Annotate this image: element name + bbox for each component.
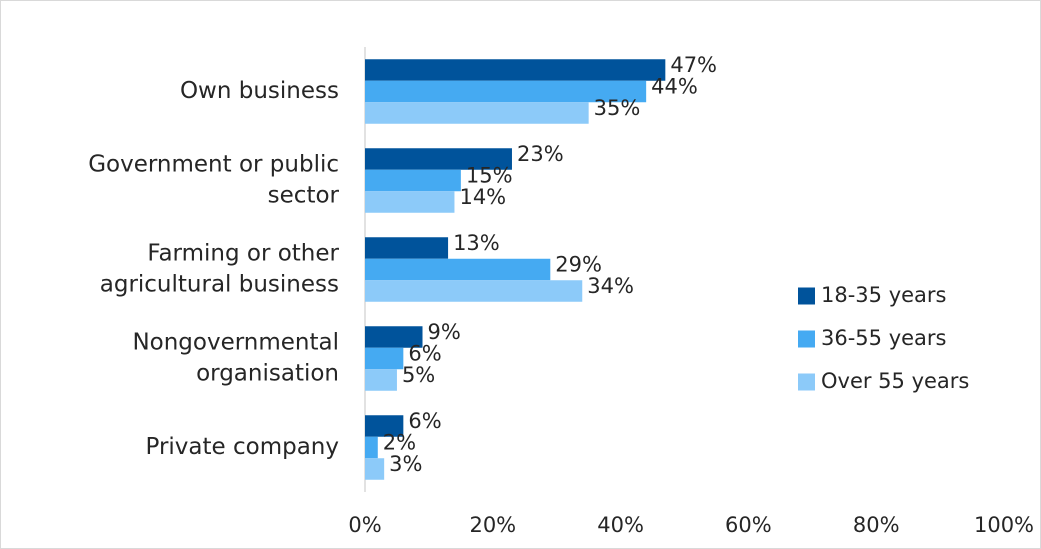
x-tick-labels-group: 0% 20% 40% 60% 80% 100% xyxy=(348,513,1034,537)
category-label-line: organisation xyxy=(196,361,339,387)
category-labels-group: Own business Government or public sector Fa… xyxy=(88,78,339,460)
bar-farming-or-other-agricultural-business-36-55-years xyxy=(365,258,551,281)
bar-nongovernmental-organisation-18-35-years xyxy=(365,326,423,348)
bars-group xyxy=(365,59,666,480)
bar-own-business-over-55-years xyxy=(365,102,589,124)
x-tick-label-100: 100% xyxy=(974,513,1034,537)
legend-label-36-55-years: 36-55 years xyxy=(821,326,947,350)
x-tick-label-20: 20% xyxy=(469,513,516,537)
value-label-own-business-over-55-years: 35% xyxy=(594,96,641,120)
value-label-own-business-36-55-years: 44% xyxy=(651,75,698,99)
bar-own-business-36-55-years xyxy=(365,80,647,103)
bar-nongovernmental-organisation-over-55-years xyxy=(365,369,397,391)
category-label-own-business: Own business xyxy=(180,78,339,104)
value-label-government-or-public-sector-18-35-years: 23% xyxy=(517,142,564,166)
bar-nongovernmental-organisation-36-55-years xyxy=(365,347,404,370)
value-label-own-business-18-35-years: 47% xyxy=(670,53,717,77)
bar-private-company-36-55-years xyxy=(365,436,378,459)
category-label-line: Own business xyxy=(180,78,339,104)
x-tick-label-40: 40% xyxy=(597,513,644,537)
value-label-nongovernmental-organisation-36-55-years: 6% xyxy=(408,342,441,366)
category-label-line: Farming or other xyxy=(147,241,339,267)
category-label-line: Government or public xyxy=(88,152,339,178)
category-label-line: Nongovernmental xyxy=(132,330,339,356)
category-label-government-or-public-sector: Government or public sector xyxy=(88,152,339,209)
legend: 18-35 years 36-55 years Over 55 years xyxy=(798,283,969,393)
value-labels-group: 47%44%35%23%15%14%13%29%34%9%6%5%6%2%3% xyxy=(383,53,717,476)
legend-swatch-36-55-years xyxy=(798,330,815,348)
x-tick-label-80: 80% xyxy=(853,513,900,537)
bar-government-or-public-sector-18-35-years xyxy=(365,148,512,170)
category-label-line: Private company xyxy=(145,434,339,460)
value-label-farming-or-other-agricultural-business-18-35-years: 13% xyxy=(453,231,500,255)
value-label-farming-or-other-agricultural-business-36-55-years: 29% xyxy=(555,253,602,277)
bar-farming-or-other-agricultural-business-over-55-years xyxy=(365,280,583,302)
value-label-private-company-over-55-years: 3% xyxy=(389,452,422,476)
value-label-private-company-18-35-years: 6% xyxy=(408,409,441,433)
value-label-private-company-36-55-years: 2% xyxy=(383,431,416,455)
category-label-private-company: Private company xyxy=(145,434,339,460)
bar-private-company-18-35-years xyxy=(365,415,404,437)
category-label-line: agricultural business xyxy=(100,272,339,298)
bar-government-or-public-sector-36-55-years xyxy=(365,169,461,192)
bar-government-or-public-sector-over-55-years xyxy=(365,191,455,213)
legend-swatch-over-55-years xyxy=(798,373,815,391)
bar-own-business-18-35-years xyxy=(365,59,666,81)
bar-private-company-over-55-years xyxy=(365,458,385,480)
category-label-farming-or-other-agricultural-business: Farming or other agricultural business xyxy=(100,241,340,298)
bar-farming-or-other-agricultural-business-18-35-years xyxy=(365,237,449,259)
x-tick-label-0: 0% xyxy=(348,513,381,537)
category-label-line: sector xyxy=(268,183,340,209)
legend-label-over-55-years: Over 55 years xyxy=(821,369,969,393)
category-label-nongovernmental-organisation: Nongovernmental organisation xyxy=(132,330,339,387)
value-label-government-or-public-sector-36-55-years: 15% xyxy=(466,164,513,188)
value-label-government-or-public-sector-over-55-years: 14% xyxy=(459,185,506,209)
value-label-farming-or-other-agricultural-business-over-55-years: 34% xyxy=(587,274,634,298)
value-label-nongovernmental-organisation-over-55-years: 5% xyxy=(402,363,435,387)
x-tick-label-60: 60% xyxy=(725,513,772,537)
value-label-nongovernmental-organisation-18-35-years: 9% xyxy=(428,320,461,344)
legend-swatch-18-35-years xyxy=(798,287,815,305)
legend-label-18-35-years: 18-35 years xyxy=(821,283,947,307)
